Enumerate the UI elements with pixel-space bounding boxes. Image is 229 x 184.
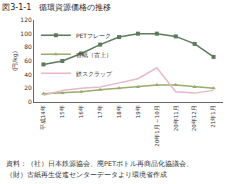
svg-text:60: 60 (24, 57, 32, 64)
svg-text:18年: 18年 (116, 105, 122, 118)
svg-text:20: 20 (24, 84, 32, 91)
svg-text:20年1月～10月: 20年1月～10月 (154, 105, 160, 147)
svg-text:(円/kg): (円/kg) (11, 51, 19, 71)
svg-text:平成14年: 平成14年 (40, 105, 46, 130)
svg-text:古紙（古上）: 古紙（古上） (76, 51, 112, 59)
svg-text:120: 120 (20, 16, 32, 23)
svg-text:80: 80 (24, 43, 32, 50)
svg-text:17年: 17年 (97, 105, 103, 118)
svg-text:19年: 19年 (135, 105, 141, 118)
svg-text:40: 40 (24, 71, 32, 78)
svg-text:100: 100 (20, 30, 32, 37)
svg-text:15年: 15年 (59, 105, 65, 118)
svg-text:（財）古紙再生促進センターデータより環境省作成: （財）古紙再生促進センターデータより環境省作成 (6, 171, 167, 179)
svg-text:21年1月: 21年1月 (210, 105, 216, 128)
svg-text:20年11月: 20年11月 (173, 105, 179, 131)
svg-text:資料：（社）日本鉄源協会、廃PETボトル再商品化協議会、: 資料：（社）日本鉄源協会、廃PETボトル再商品化協議会、 (6, 160, 193, 168)
svg-text:16年: 16年 (78, 105, 84, 118)
svg-text:0: 0 (28, 98, 32, 105)
svg-text:図3-1-1 循環資源価格の推移: 図3-1-1 循環資源価格の推移 (2, 3, 111, 12)
svg-text:PETフレーク: PETフレーク (76, 32, 111, 39)
svg-text:20年12月: 20年12月 (191, 105, 197, 131)
svg-text:鉄スクラップ: 鉄スクラップ (76, 70, 113, 77)
